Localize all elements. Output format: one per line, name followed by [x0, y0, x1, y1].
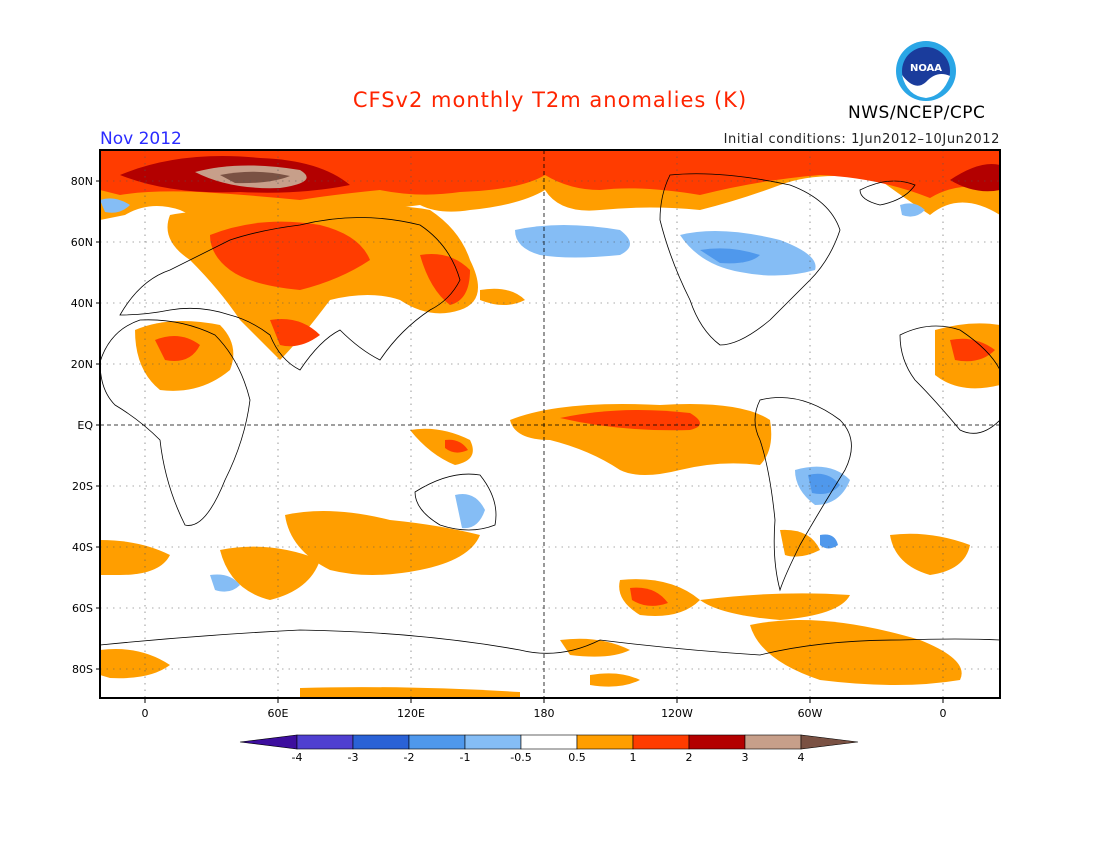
colorbar-segment: [296, 734, 354, 750]
colorbar-segment: [464, 734, 522, 750]
colorbar-label: 3: [742, 751, 749, 764]
organization-label: NWS/NCEP/CPC: [848, 103, 986, 123]
colorbar-label: 1: [630, 751, 637, 764]
lat-axis: 80N 60N 40N 20N EQ 20S 40S 60S 80S: [71, 175, 94, 676]
pacific-warm-anomaly: [510, 404, 772, 475]
lon-label: 180: [534, 707, 555, 720]
lat-label: 40S: [72, 541, 93, 554]
colorbar-label: -1: [460, 751, 471, 764]
coastlines: [100, 173, 1000, 656]
lat-label: EQ: [77, 419, 93, 432]
lon-label: 120W: [661, 707, 693, 720]
colorbar-segment: [576, 734, 634, 750]
lat-label: 20S: [72, 480, 93, 493]
map-frame: [99, 149, 1001, 699]
svg-text:NOAA: NOAA: [910, 63, 942, 74]
colorbar-label: -3: [348, 751, 359, 764]
colorbar-segment: [688, 734, 746, 750]
lon-label: 0: [142, 707, 149, 720]
forecast-month: Nov 2012: [100, 129, 182, 149]
map-panel: [99, 149, 1001, 699]
colorbar-extend-low: [239, 734, 298, 750]
lat-label: 80S: [72, 663, 93, 676]
lat-label: 40N: [71, 297, 93, 310]
colorbar-segment: [632, 734, 690, 750]
colorbar: -4 -3 -2 -1 -0.5 0.5 1 2 3 4: [239, 734, 859, 764]
lon-label: 0: [940, 707, 947, 720]
lat-label: 60N: [71, 236, 93, 249]
lat-label: 20N: [71, 358, 93, 371]
lat-label: 60S: [72, 602, 93, 615]
colorbar-label: 4: [798, 751, 805, 764]
initial-conditions: Initial conditions: 1Jun2012–10Jun2012: [723, 132, 1000, 147]
lon-label: 60W: [798, 707, 823, 720]
lat-ticks: [96, 180, 100, 670]
colorbar-segment: [744, 734, 802, 750]
colorbar-segment: [408, 734, 466, 750]
colorbar-segment: [520, 734, 578, 750]
lon-label: 120E: [397, 707, 425, 720]
lon-axis: 0 60E 120E 180 120W 60W 0: [142, 707, 947, 720]
colorbar-segment: [352, 734, 410, 750]
lon-label: 60E: [268, 707, 289, 720]
colorbar-label: 2: [686, 751, 693, 764]
colorbar-label: 0.5: [568, 751, 586, 764]
anomaly-field: [100, 150, 1000, 698]
map-title: CFSv2 monthly T2m anomalies (K): [352, 88, 748, 112]
noaa-logo: NOAA: [896, 41, 956, 101]
colorbar-label: -2: [404, 751, 415, 764]
colorbar-extend-high: [800, 734, 859, 750]
lat-label: 80N: [71, 175, 93, 188]
colorbar-label: -0.5: [510, 751, 531, 764]
graticule: [100, 150, 1000, 698]
colorbar-label: -4: [292, 751, 303, 764]
